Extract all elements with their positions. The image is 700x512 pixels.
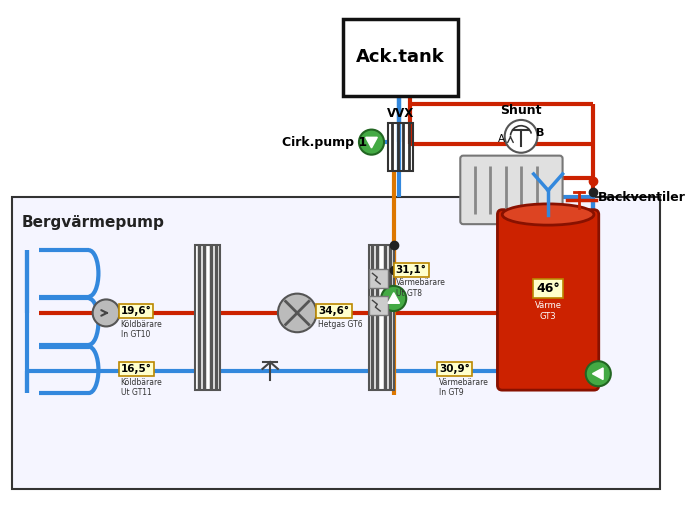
Text: 31,1°: 31,1°	[395, 265, 426, 275]
Circle shape	[278, 294, 316, 332]
Text: Bergvärmepump: Bergvärmepump	[21, 215, 164, 229]
FancyBboxPatch shape	[369, 295, 388, 315]
Polygon shape	[592, 368, 603, 379]
Text: Värmebärare
In GT9: Värmebärare In GT9	[439, 377, 489, 397]
FancyBboxPatch shape	[342, 18, 459, 96]
FancyBboxPatch shape	[369, 269, 388, 288]
Text: Hetgas GT6: Hetgas GT6	[318, 319, 363, 329]
Text: Ack.tank: Ack.tank	[356, 48, 444, 66]
FancyBboxPatch shape	[498, 210, 598, 390]
Circle shape	[92, 300, 120, 327]
Polygon shape	[365, 137, 377, 148]
Ellipse shape	[503, 204, 594, 225]
Text: 16,5°: 16,5°	[120, 364, 151, 374]
Circle shape	[359, 130, 384, 155]
Circle shape	[505, 120, 538, 153]
FancyBboxPatch shape	[195, 245, 220, 390]
Circle shape	[586, 361, 611, 386]
Circle shape	[382, 286, 406, 311]
Polygon shape	[388, 293, 400, 303]
Text: 19,6°: 19,6°	[120, 306, 151, 316]
Text: 30,9°: 30,9°	[439, 364, 470, 374]
Text: Backventiler: Backventiler	[598, 190, 686, 204]
Text: Värmebärare
Ut GT8: Värmebärare Ut GT8	[395, 278, 445, 297]
Text: Köldbärare
Ut GT11: Köldbärare Ut GT11	[120, 377, 162, 397]
Text: Cirk.pump 1: Cirk.pump 1	[281, 136, 367, 148]
FancyBboxPatch shape	[369, 245, 393, 390]
FancyBboxPatch shape	[461, 156, 563, 224]
FancyBboxPatch shape	[12, 197, 660, 488]
Text: Shunt: Shunt	[500, 104, 542, 117]
Text: 34,6°: 34,6°	[318, 306, 349, 316]
Text: 46°: 46°	[536, 282, 560, 295]
Text: Värme
GT3: Värme GT3	[535, 302, 561, 321]
Text: Köldbärare
In GT10: Köldbärare In GT10	[120, 319, 162, 339]
Text: B: B	[536, 129, 545, 138]
Text: VVX: VVX	[387, 107, 414, 120]
Text: A: A	[498, 134, 505, 144]
